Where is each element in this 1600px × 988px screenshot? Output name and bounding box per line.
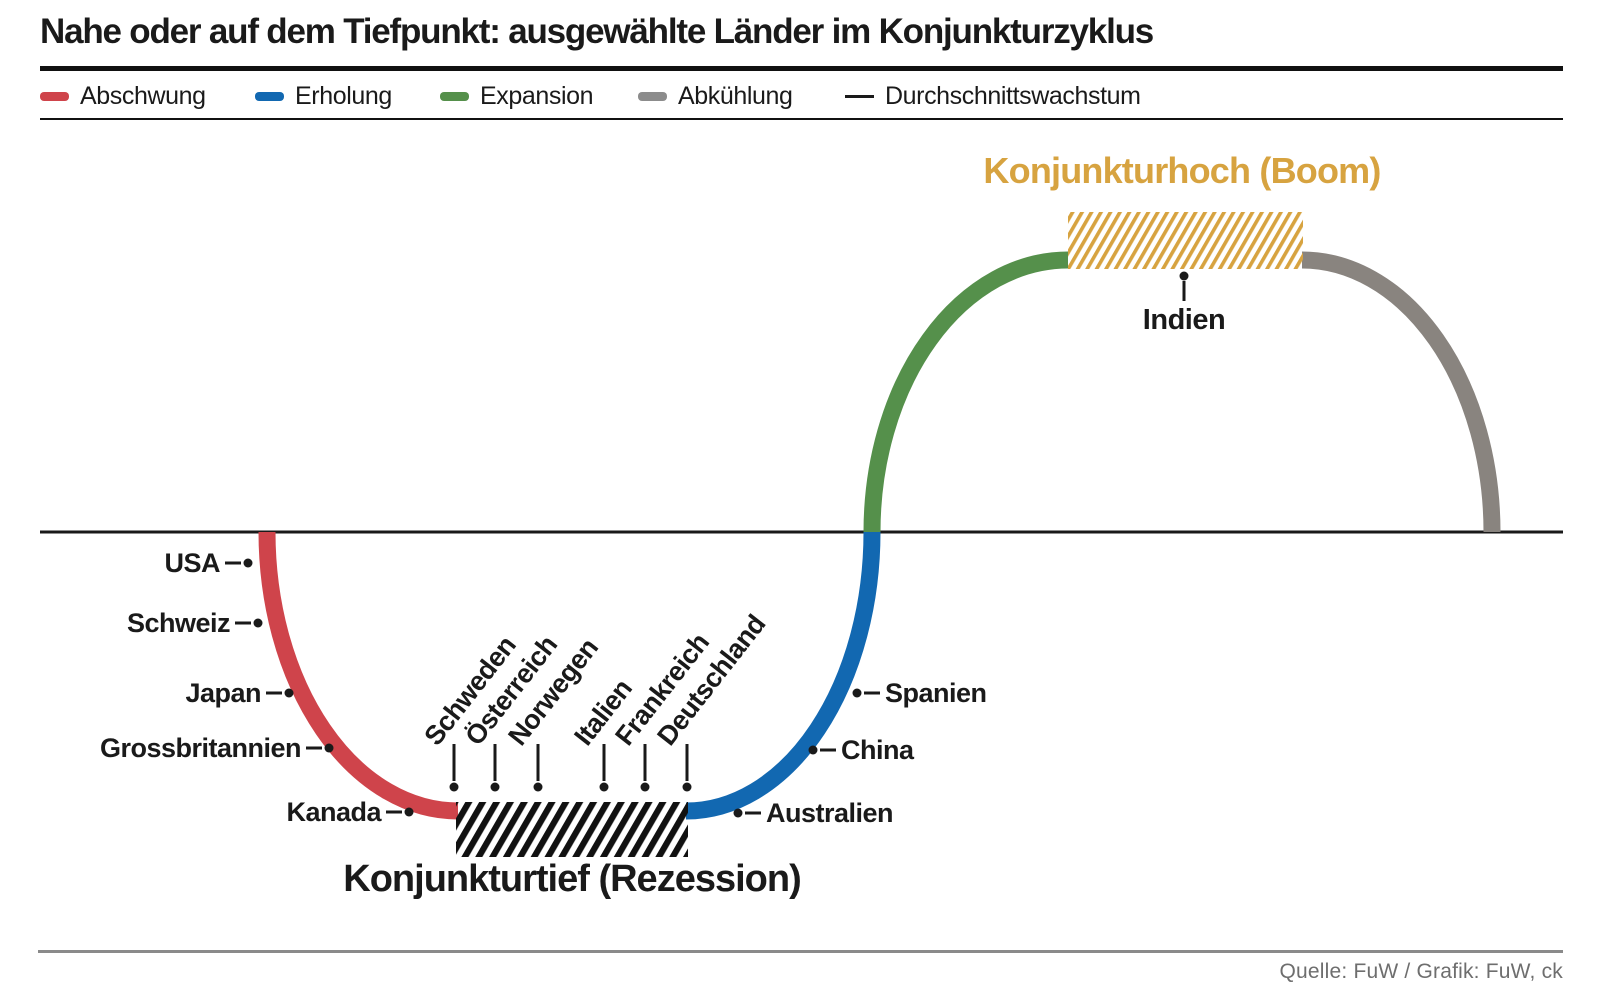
country-label-kanada: Kanada bbox=[286, 797, 381, 827]
abschwung-arc bbox=[258, 531, 459, 820]
australien-dot bbox=[733, 808, 743, 818]
italien-dot bbox=[599, 782, 609, 792]
country-label-spanien: Spanien bbox=[885, 678, 987, 708]
legend-label: Abkühlung bbox=[678, 82, 793, 110]
footer-rule bbox=[38, 950, 1563, 953]
legend-item-durchschnittswachstum: Durchschnittswachstum bbox=[845, 82, 1141, 111]
abkuehlung-swatch bbox=[638, 92, 667, 101]
china-dot bbox=[808, 745, 818, 755]
connector-lines bbox=[225, 281, 1186, 815]
trough-title: Konjunkturtief (Rezession) bbox=[343, 858, 801, 900]
grossbritannien-dot bbox=[324, 743, 334, 753]
legend-item-abkuehlung: Abkühlung bbox=[638, 82, 793, 111]
country-label-japan: Japan bbox=[185, 678, 261, 708]
page-title: Nahe oder auf dem Tiefpunkt: ausgewählte… bbox=[40, 12, 1154, 51]
country-label-grossbritannien: Grossbritannien bbox=[99, 733, 302, 763]
abschwung-swatch bbox=[40, 92, 69, 101]
country-label-usa: USA bbox=[164, 548, 220, 578]
country-label-indien: Indien bbox=[1142, 304, 1226, 336]
legend-label: Durchschnittswachstum bbox=[885, 82, 1141, 110]
country-label-schweiz: Schweiz bbox=[126, 608, 231, 638]
connector-dots bbox=[243, 271, 1189, 818]
boom-hatch-box bbox=[1068, 212, 1303, 269]
average-line-swatch bbox=[845, 95, 874, 98]
country-label-australien: Australien bbox=[766, 798, 894, 828]
expansion-swatch bbox=[440, 92, 469, 101]
legend-label: Erholung bbox=[295, 82, 392, 110]
legend-rule bbox=[40, 118, 1563, 120]
kanada-dot bbox=[404, 807, 414, 817]
legend-label: Expansion bbox=[480, 82, 594, 110]
recession-hatch-box bbox=[456, 802, 688, 857]
spanien-dot bbox=[852, 688, 862, 698]
frankreich-dot bbox=[640, 782, 650, 792]
erholung-swatch bbox=[255, 92, 284, 101]
usa-dot bbox=[243, 558, 253, 568]
schweiz-dot bbox=[253, 618, 263, 628]
oesterreich-dot bbox=[490, 782, 500, 792]
expansion-arc bbox=[863, 251, 1069, 533]
country-label-china: China bbox=[841, 735, 914, 765]
legend-item-erholung: Erholung bbox=[255, 82, 392, 111]
norwegen-dot bbox=[533, 782, 543, 792]
legend-label: Abschwung bbox=[80, 82, 206, 110]
indien-dot bbox=[1179, 271, 1189, 281]
source-caption: Quelle: FuW / Grafik: FuW, ck bbox=[1279, 960, 1563, 983]
peak-title: Konjunkturhoch (Boom) bbox=[983, 150, 1381, 191]
legend-item-expansion: Expansion bbox=[440, 82, 594, 111]
legend-item-abschwung: Abschwung bbox=[40, 82, 206, 111]
erholung-arc bbox=[685, 531, 881, 820]
title-rule bbox=[40, 66, 1563, 71]
schweden-dot bbox=[449, 782, 459, 792]
abkuehlung-arc bbox=[1301, 251, 1501, 533]
deutschland-dot bbox=[682, 782, 692, 792]
japan-dot bbox=[284, 688, 294, 698]
